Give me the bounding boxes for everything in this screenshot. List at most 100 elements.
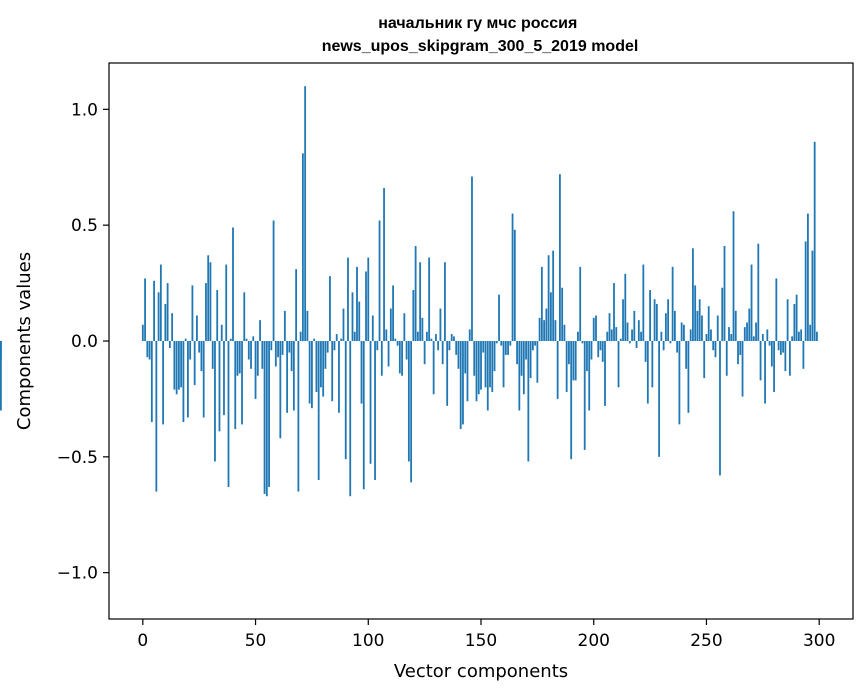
bar [453,336,455,341]
bar [344,341,347,460]
bar [516,341,518,365]
bar [295,269,298,341]
bar [725,341,728,376]
bar [710,329,712,341]
bar [254,341,257,399]
bar [694,285,697,341]
bar [464,341,467,374]
bar [166,283,169,341]
bar [624,273,627,341]
bar [455,341,458,355]
bar [635,341,638,348]
bar [168,341,171,348]
bar [782,341,785,353]
bar [313,338,316,341]
bar [144,278,146,341]
bar [484,341,487,388]
bar [653,299,656,341]
bar [448,341,451,351]
bar [218,341,221,432]
bar [441,341,444,365]
bar [383,188,385,341]
bar [613,283,615,341]
bar [811,250,814,341]
bar [389,308,392,341]
bar [477,341,480,395]
bar [489,341,491,388]
bar [407,341,410,462]
y-tick-label: −1.0 [57,564,98,584]
bar [807,213,809,341]
bar [568,341,570,365]
bar [414,246,417,341]
bar [705,334,708,341]
bar [601,341,604,362]
bar [353,331,356,341]
bar [595,315,597,341]
bar [466,341,469,402]
chart-title: начальник гу мчс россия news_upos_skipgr… [322,15,639,55]
bar [685,341,688,369]
bar [791,336,794,341]
bar [236,341,239,376]
bar [730,334,733,341]
bar [189,341,192,360]
bar [292,341,295,411]
bar [732,211,735,341]
bar [689,329,692,341]
bar [182,341,185,423]
bar [698,299,701,341]
bar [435,334,437,341]
bar [766,329,769,341]
bar [543,320,546,341]
bar [421,317,424,341]
bar [367,257,370,341]
bar [581,341,584,344]
bar [191,285,194,341]
bar [583,341,586,450]
bar [752,336,755,341]
bar [423,341,426,365]
bar [764,341,766,404]
bar [229,338,232,341]
bar [360,341,363,404]
bar [187,341,189,418]
y-tick-label: −0.5 [57,448,98,468]
bar [247,341,250,360]
bar [655,303,658,341]
bar [232,227,234,341]
bar [737,341,739,365]
bar [283,310,286,341]
bar [214,341,216,462]
bar [574,341,577,381]
y-tick-label: 0.5 [71,216,98,236]
bar [816,331,818,341]
bar [243,292,246,341]
bar [394,338,397,341]
bar [171,313,174,341]
bar [234,341,237,430]
bar [288,341,291,353]
bar [500,341,503,346]
bar [707,306,710,341]
bar [338,341,340,413]
bar [504,341,507,355]
bar [628,341,631,344]
bar [671,266,674,341]
bar [590,341,593,360]
bar [748,308,751,341]
bar [534,341,537,346]
bar [444,262,446,341]
bar [498,294,500,341]
x-tick-label: 250 [690,631,722,651]
bar [358,301,361,341]
bar [335,334,338,341]
bar [482,341,485,353]
bar [615,327,618,341]
bar [362,341,365,490]
bar [342,308,345,341]
bar [599,341,602,351]
bar [743,327,746,341]
bar [633,310,636,341]
bar [425,331,428,341]
